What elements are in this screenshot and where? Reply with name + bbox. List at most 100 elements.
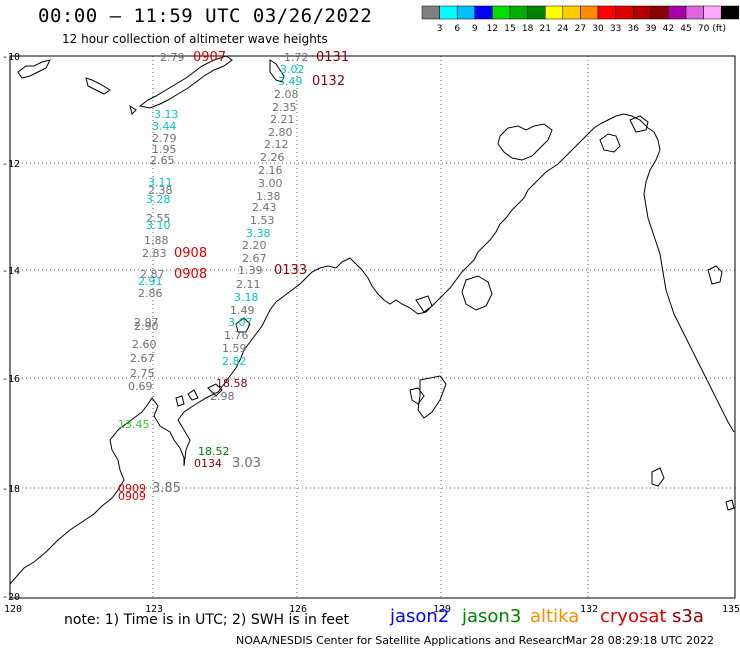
colorbar-swatch: [509, 5, 528, 20]
colorbar-label: 70: [698, 24, 710, 34]
map-frame: [9, 55, 736, 599]
colorbar-label: 12: [487, 24, 498, 34]
observation-label: 2.65: [150, 154, 175, 167]
colorbar-label: (ft): [712, 24, 726, 34]
observation-label: 2.35: [272, 101, 297, 114]
map-subtitle: 12 hour collection of altimeter wave hei…: [62, 32, 328, 46]
observation-label: 2.79: [160, 51, 185, 64]
observation-label: 0907: [193, 50, 226, 65]
colorbar-label: 42: [663, 24, 674, 34]
observation-label: 0132: [312, 74, 345, 89]
colorbar-swatch: [685, 5, 704, 20]
colorbar-label: 3: [437, 24, 443, 34]
observation-label: 3.11: [148, 176, 173, 189]
colorbar-swatch: [562, 5, 581, 20]
observation-label: 3.44: [152, 120, 177, 133]
observation-label: 1.38: [256, 190, 281, 203]
observation-label: 3.02: [280, 63, 305, 76]
colorbar-swatch: [668, 5, 687, 20]
colorbar-swatch: [615, 5, 634, 20]
footnote: note: 1) Time is in UTC; 2) SWH is in fe…: [64, 612, 350, 628]
observation-label: 2.90: [134, 320, 159, 333]
colorbar-label: 36: [627, 24, 639, 34]
observation-label: 3.03: [232, 456, 261, 471]
observation-label: 0909: [118, 482, 146, 495]
map-title: 00:00 – 11:59 UTC 03/26/2022: [38, 5, 373, 27]
observation-label: 18.58: [216, 377, 248, 390]
colorbar-swatch: [632, 5, 652, 20]
colorbar-label: 27: [575, 24, 586, 34]
timestamp: Mar 28 08:29:18 UTC 2022: [566, 634, 714, 647]
observation-label: 0.69: [128, 380, 153, 393]
observation-label: 3.00: [258, 177, 283, 190]
observation-label: 1.76: [224, 329, 249, 342]
observation-label: 2.97: [134, 316, 159, 329]
observation-label: 0134: [194, 457, 222, 470]
observation-label: 3.13: [154, 108, 179, 121]
observation-label: 2.98: [210, 390, 235, 403]
observation-label: 1.72: [284, 51, 309, 64]
lon-label-135: 135: [722, 604, 740, 615]
observation-label: 2.75: [130, 367, 155, 380]
observation-label: 1.88: [144, 234, 169, 247]
colorbar-swatch: [492, 5, 511, 20]
colorbar-swatch: [580, 5, 599, 20]
observation-label: 13.45: [118, 418, 150, 431]
observation-label: 2.08: [274, 88, 299, 101]
colorbar-swatch: [474, 5, 493, 20]
observation-label: 3.07: [228, 316, 253, 329]
colorbar-label: 24: [557, 24, 569, 34]
latitude-labels: -10 -12 -14 -16 -18 -20: [2, 52, 20, 603]
observation-label: 3.18: [234, 291, 259, 304]
colorbar-swatch: [439, 5, 458, 20]
lat-label-16: -16: [2, 374, 20, 385]
observation-label: 3.85: [152, 481, 181, 496]
observation-label: 3.10: [146, 219, 171, 232]
observation-label: 1.59: [222, 342, 247, 355]
observation-label: 2.86: [138, 287, 163, 300]
legend-s3a: s3a: [672, 606, 704, 627]
observation-label: 2.80: [268, 126, 293, 139]
colorbar-swatch: [527, 5, 546, 20]
observation-label: 2.12: [264, 138, 289, 151]
colorbar-swatch: [650, 5, 669, 20]
observation-label: 2.55: [146, 212, 171, 225]
colorbar-label: 30: [592, 24, 604, 34]
colorbar-swatch: [703, 5, 722, 20]
lon-label-120: 120: [4, 604, 22, 615]
colorbar-label: 6: [454, 24, 460, 34]
legend-jason2: jason2: [390, 606, 450, 627]
longitude-labels: 120 123 126 129 132 135: [4, 604, 740, 615]
coastline: [9, 55, 735, 585]
observation-label: 1.39: [238, 264, 263, 277]
colorbar-label: 21: [539, 24, 550, 34]
observation-label: 18.52: [198, 445, 230, 458]
observation-label: 2.38: [148, 184, 173, 197]
colorbar-label: 45: [680, 24, 691, 34]
colorbar-label: 33: [610, 24, 621, 34]
colorbar-label: 9: [472, 24, 478, 34]
observation-label: 1.53: [250, 214, 275, 227]
observation-label: 1.95: [152, 143, 177, 156]
colorbar-label: 15: [504, 24, 515, 34]
lat-label-14: -14: [2, 266, 20, 277]
colorbar-swatch: [720, 5, 740, 20]
observation-label: 2.67: [242, 252, 267, 265]
colorbar-swatch: [456, 5, 476, 20]
colorbar-swatch: [597, 5, 616, 20]
observation-label: 3.38: [246, 227, 271, 240]
observation-label: 0908: [174, 246, 207, 261]
observation-label: 3.28: [146, 193, 171, 206]
observation-label: 2.26: [260, 151, 285, 164]
observation-label: 0908: [174, 267, 207, 282]
observation-label: 2.20: [242, 239, 267, 252]
observation-label: 1.49: [230, 304, 255, 317]
altimeter-observations: 2.79 0907 1.72 0131 3.02 0132 3.492.082.35 3.13…: [118, 50, 349, 503]
lon-label-126: 126: [289, 604, 307, 615]
observation-label: 2.60: [132, 338, 157, 351]
lat-label-12: -12: [2, 159, 20, 170]
lat-label-10: -10: [2, 52, 20, 63]
colorbar-swatch: [421, 5, 440, 20]
observation-label: 0131: [316, 50, 349, 65]
